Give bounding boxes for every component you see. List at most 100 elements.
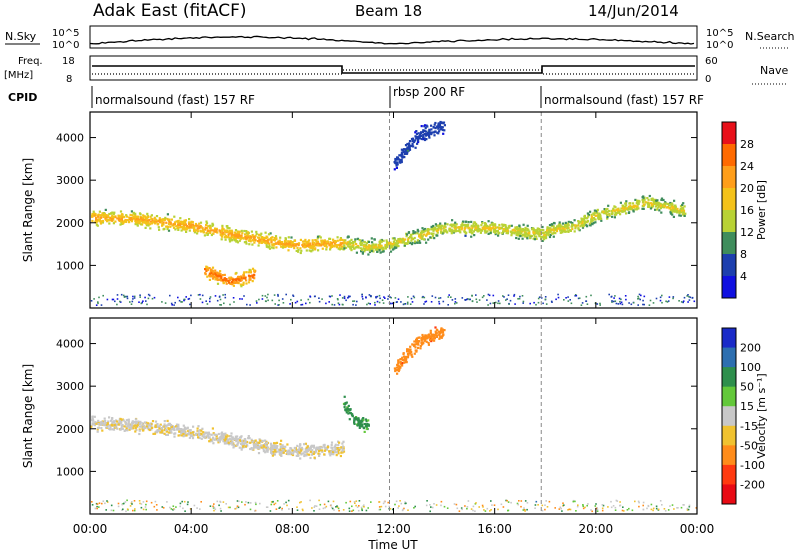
velocity-cell — [235, 437, 238, 440]
power-cell — [635, 201, 638, 205]
velocity-noise-cell — [626, 509, 629, 511]
velocity-cell — [334, 445, 337, 448]
velocity-noise-cell — [175, 506, 177, 508]
power-cell — [220, 235, 224, 238]
power-cell — [153, 216, 156, 219]
power-noise-cell — [619, 300, 621, 303]
velocity-cell — [97, 419, 100, 422]
power-cell — [228, 232, 231, 235]
power-cell — [529, 234, 532, 237]
velocity-cell — [123, 425, 126, 428]
power-cell — [140, 223, 143, 226]
velocity-cell — [125, 427, 128, 430]
velocity-cell — [192, 425, 195, 428]
power-cell — [581, 226, 585, 229]
power-cell — [660, 197, 664, 200]
velocity-cell — [170, 424, 173, 427]
velocity-cell — [280, 439, 283, 442]
power-cell — [642, 199, 645, 202]
power-noise-cell — [617, 303, 620, 305]
power-cell — [167, 229, 171, 232]
velocity-cell — [394, 369, 397, 372]
power-cell — [502, 227, 505, 231]
power-cell — [659, 207, 662, 210]
velocity-cell — [163, 423, 166, 426]
power-cell — [592, 217, 596, 220]
power-cell — [424, 227, 427, 231]
power-cell — [385, 241, 389, 244]
velocity-noise-cell — [124, 501, 127, 503]
power-noise-cell — [632, 301, 635, 304]
power-cell — [436, 224, 439, 228]
power-noise-cell — [265, 300, 267, 303]
power-cell — [113, 215, 116, 218]
power-cell — [582, 218, 586, 221]
power-noise-cell — [624, 295, 627, 297]
velocity-cell — [407, 354, 410, 357]
velocity-cell — [212, 432, 215, 435]
velocity-cell — [120, 422, 123, 425]
power-cell — [514, 230, 517, 234]
power-cell — [418, 135, 421, 138]
velocity-cell — [311, 449, 314, 452]
velocity-cell — [258, 445, 262, 449]
velocity-cell — [100, 427, 103, 430]
velocity-noise-cell — [413, 507, 415, 509]
power-cell — [375, 248, 378, 251]
power-cell — [422, 238, 426, 241]
power-noise-cell — [471, 294, 473, 297]
power-cell — [321, 247, 324, 250]
velocity-cell — [167, 431, 170, 434]
power-cell — [135, 221, 138, 224]
power-cell — [395, 246, 398, 249]
velocity-cell — [435, 328, 438, 331]
sky-tick-bottom-right: 10^0 — [706, 40, 733, 51]
power-cell — [379, 242, 382, 245]
power-cell — [506, 232, 509, 235]
power-noise-cell — [689, 296, 692, 299]
power-cell — [320, 242, 323, 245]
power-noise-cell — [331, 303, 333, 306]
power-cell — [311, 249, 314, 252]
power-cell — [216, 282, 220, 285]
velocity-cell — [176, 426, 179, 429]
power-colorbar-label: Power [dB] — [755, 180, 768, 240]
power-cell — [378, 246, 381, 249]
velocity-noise-cell — [361, 509, 363, 512]
velocity-noise-cell — [522, 509, 525, 511]
power-noise-cell — [199, 298, 202, 300]
power-cell — [602, 210, 605, 213]
velocity-cell — [273, 453, 276, 456]
power-cell — [423, 137, 426, 140]
power-noise-cell — [139, 294, 141, 296]
velocity-cell — [141, 429, 145, 432]
power-cell — [183, 226, 186, 229]
velocity-noise-cell — [586, 504, 588, 507]
velocity-cell — [138, 432, 141, 436]
velocity-cell — [156, 425, 159, 428]
power-noise-cell — [542, 302, 544, 305]
power-cell — [553, 222, 556, 225]
power-cell — [480, 224, 483, 227]
power-noise-cell — [361, 293, 363, 296]
velocity-cell — [229, 441, 232, 445]
velocity-cell — [219, 438, 222, 441]
power-cell — [105, 214, 108, 217]
power-cell — [437, 124, 440, 127]
power-noise-cell — [271, 299, 274, 302]
velocity-noise-cell — [335, 506, 337, 508]
velocity-noise-cell — [189, 508, 192, 510]
power-cell — [96, 220, 99, 223]
power-cell — [526, 237, 529, 240]
power-cell — [228, 238, 231, 241]
power-cell — [510, 231, 513, 234]
power-cell — [551, 223, 554, 226]
velocity-cell — [403, 358, 406, 361]
power-cell — [368, 250, 372, 254]
velocity-cell — [134, 418, 137, 421]
velocity-cell — [132, 427, 135, 430]
velocity-cell — [168, 423, 171, 426]
velocity-cell — [204, 431, 207, 434]
power-noise-cell — [266, 296, 268, 299]
velocity-noise-cell — [601, 509, 604, 512]
